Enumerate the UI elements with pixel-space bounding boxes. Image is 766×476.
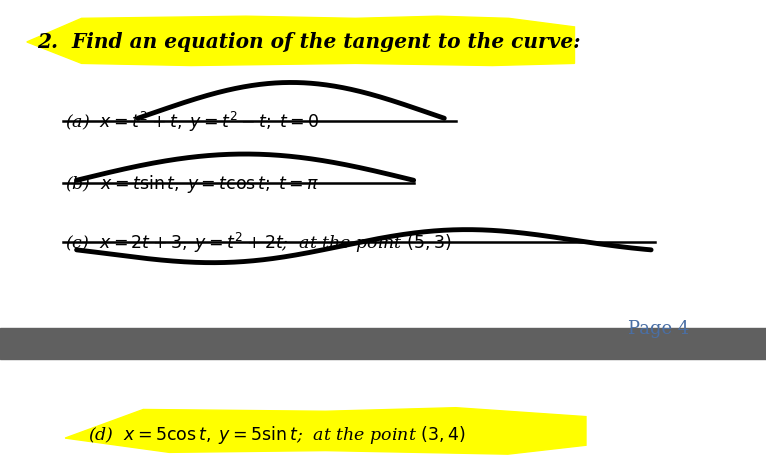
Text: (b)  $x = t\sin t, \; y = t\cos t; \; t = \pi$: (b) $x = t\sin t, \; y = t\cos t; \; t =… (65, 172, 319, 194)
Text: (c)  $x = 2t + 3, \; y = t^2 + 2t$;  at the point $(5, 3)$: (c) $x = 2t + 3, \; y = t^2 + 2t$; at th… (65, 231, 452, 255)
Polygon shape (65, 408, 586, 454)
Bar (0, 328, 766, 359)
Text: (d)  $x = 5\cos t, \; y = 5\sin t$;  at the point $(3, 4)$: (d) $x = 5\cos t, \; y = 5\sin t$; at th… (88, 423, 466, 445)
Text: (a)  $x = t^2 + t, \; y = t^2 - t; \; t = 0$: (a) $x = t^2 + t, \; y = t^2 - t; \; t =… (65, 109, 319, 133)
Text: 2.  Find an equation of the tangent to the curve:: 2. Find an equation of the tangent to th… (37, 32, 581, 52)
Text: Page 4: Page 4 (628, 319, 689, 337)
Polygon shape (27, 17, 574, 67)
